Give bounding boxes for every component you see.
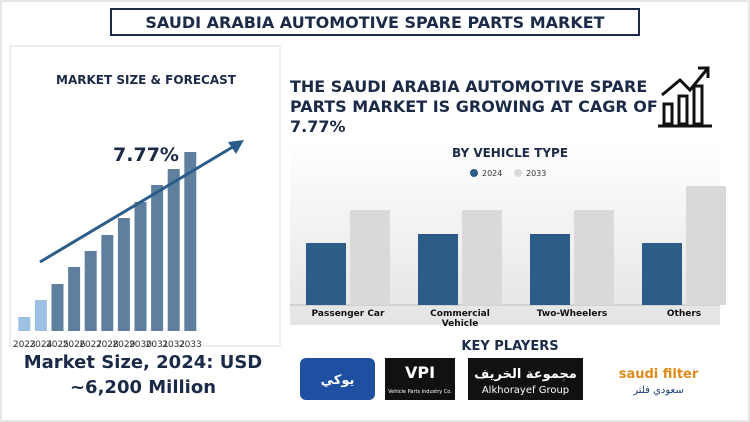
x-tick-label: 2031: [146, 340, 169, 350]
logo-box: [385, 358, 455, 400]
x-tick-label: 2027: [79, 340, 102, 350]
bar: [134, 202, 147, 331]
market-size: Market Size, 2024: USD ~6,200 Million: [23, 352, 263, 398]
logo-subtitle: Vehicle Parts Industry Co.: [388, 389, 452, 395]
bar: [151, 185, 164, 331]
bar: [34, 300, 47, 331]
legend-swatch: [514, 169, 522, 177]
x-tick-label: 2033: [179, 340, 202, 350]
key-players: KEY PLAYERS يوكي VPI Vehicle Parts Industry…: [300, 339, 720, 400]
logo-text: saudi filter: [619, 367, 699, 382]
x-tick-label: Commercial Vehicle: [430, 309, 490, 329]
bar: [68, 267, 81, 331]
chart-1: MARKET SIZE & FORECAST202320242025202620…: [13, 73, 244, 350]
logo-subtitle: سعودي فلتر: [632, 385, 683, 396]
chart-title: BY VEHICLE TYPE: [452, 146, 568, 160]
x-tick-label: 2028: [96, 340, 119, 350]
bar: [117, 218, 130, 331]
x-tick-label: Passenger Car: [312, 309, 385, 319]
left-panel: [9, 45, 281, 347]
x-tick-label: 2030: [129, 340, 152, 350]
bar: [418, 234, 458, 305]
annotation: 7.77%: [113, 144, 179, 166]
x-tick-label: 2032: [162, 340, 185, 350]
bar: [642, 243, 682, 305]
chart-title: MARKET SIZE & FORECAST: [56, 73, 237, 87]
logo-text: VPI: [405, 363, 435, 382]
legend-swatch: [470, 169, 478, 177]
headline: THE SAUDI ARABIA AUTOMOTIVE SPARE PARTS …: [290, 77, 658, 136]
bar: [18, 317, 31, 331]
key-players-title: KEY PLAYERS: [461, 339, 558, 354]
arrow-head: [228, 140, 244, 154]
trend-arrow: [39, 143, 237, 264]
x-tick-label: Two-Wheelers: [537, 309, 608, 319]
legend-label: 2033: [526, 169, 546, 178]
chart-2: BY VEHICLE TYPE 2024 2033 Passenger Car Comm…: [290, 146, 726, 329]
bar: [84, 251, 97, 331]
growth-icon: [658, 66, 712, 128]
logo-box: [597, 358, 720, 400]
bar: [51, 284, 64, 331]
logo-box: [468, 358, 583, 400]
x-tick-label: 2029: [112, 340, 135, 350]
bar: [530, 234, 570, 305]
logo-box: [300, 358, 375, 400]
logo-text: يوكي: [321, 373, 355, 388]
bar: [686, 186, 726, 305]
x-tick-label: 2023: [13, 340, 36, 350]
bar: [184, 152, 197, 331]
bar: [101, 235, 114, 331]
legend-label: 2024: [482, 169, 502, 178]
bar: [350, 210, 390, 305]
x-tick-label: 2024: [29, 340, 52, 350]
logo-subtitle: Alkhorayef Group: [482, 385, 569, 396]
bar: [462, 210, 502, 305]
page-title: SAUDI ARABIA AUTOMOTIVE SPARE PARTS MARK…: [110, 8, 640, 36]
logo-text: مجموعة الخريف: [474, 367, 577, 382]
bar: [167, 169, 180, 331]
x-tick-label: Others: [667, 309, 701, 319]
bar: [574, 210, 614, 305]
x-tick-label: 2026: [63, 340, 86, 350]
x-tick-label: 2025: [46, 340, 69, 350]
bar: [306, 243, 346, 305]
